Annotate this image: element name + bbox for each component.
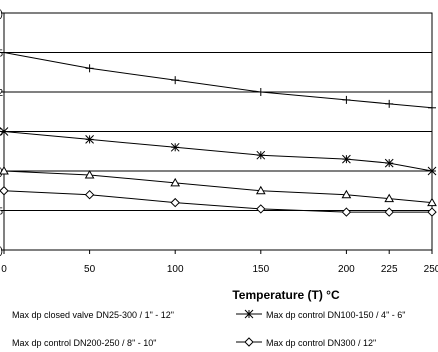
data-point-triangle-marker [170, 177, 181, 187]
data-point-plus-marker [385, 99, 394, 108]
legend-label: Max dp control DN300 / 12" [266, 338, 376, 348]
data-point-star-marker [384, 158, 394, 168]
y-tick-label: 5 [0, 207, 3, 218]
x-tick-label: 50 [84, 264, 96, 275]
x-tick-label: 100 [167, 264, 184, 275]
data-point-star-marker [256, 150, 266, 160]
legend-entry: Max dp control DN200-250 / 8" - 10" [12, 338, 156, 348]
x-tick-label: 200 [338, 264, 355, 275]
data-point-plus-marker [256, 88, 265, 96]
data-point-diamond-marker [384, 207, 394, 217]
x-tick-label: 225 [381, 264, 398, 275]
legend: Max dp closed valve DN25-300 / 1" - 12" M… [12, 309, 405, 348]
data-point-diamond-marker [341, 207, 352, 217]
series-line [3, 170, 433, 204]
data-point-diamond-marker [170, 197, 180, 208]
data-point-star-marker [244, 309, 254, 319]
data-point-triangle-marker [341, 189, 352, 199]
legend-entry: Max dp closed valve DN25-300 / 1" - 12" [12, 310, 174, 320]
legend-label: Max dp closed valve DN25-300 / 1" - 12" [12, 310, 174, 320]
series-diamond [0, 186, 437, 217]
y-tick-label: 2 [0, 88, 3, 99]
series-lines [0, 48, 437, 217]
x-axis-title: Temperature (T) °C [232, 288, 340, 302]
data-point-plus-marker [428, 103, 436, 112]
data-point-star-marker [85, 135, 94, 144]
data-point-triangle-marker [255, 185, 266, 195]
y-tick-label: ) [0, 9, 3, 20]
data-point-diamond-marker [84, 189, 95, 200]
legend-label: Max dp control DN200-250 / 8" - 10" [12, 338, 156, 348]
x-tick-label: 0 [1, 264, 7, 275]
y-tick-label: 5 [0, 128, 3, 139]
series-line [3, 190, 432, 213]
legend-label: Max dp control DN100-150 / 4" - 6" [266, 310, 405, 320]
series-triangle [0, 165, 437, 207]
data-point-star-marker [170, 142, 180, 152]
data-point-plus-marker [171, 76, 180, 85]
series-line [3, 52, 433, 109]
data-point-diamond-marker [256, 204, 266, 214]
gridlines [4, 52, 432, 211]
legend-entry: Max dp control DN100-150 / 4" - 6" [236, 309, 405, 320]
data-point-plus-marker [0, 48, 8, 57]
x-tick-label: 150 [252, 264, 269, 275]
y-tick-label: 5 [0, 49, 3, 60]
data-point-triangle-marker [0, 165, 9, 175]
data-point-star-marker [342, 154, 351, 164]
data-point-star-marker [427, 166, 437, 176]
x-tick-label: 250 [424, 264, 438, 275]
data-point-star-marker [0, 127, 9, 136]
x-axis-ticks: 0 50 100 150 200 225 250 [1, 250, 438, 275]
y-tick-label: ) [0, 246, 3, 257]
data-point-diamond-marker [0, 186, 9, 196]
data-point-triangle-marker [84, 169, 95, 179]
series-plus [0, 48, 436, 112]
legend-entry: Max dp control DN300 / 12" [236, 337, 376, 348]
series-line [3, 131, 433, 172]
data-point-plus-marker [342, 95, 351, 104]
series-star [0, 127, 437, 176]
data-point-diamond-marker [427, 207, 437, 217]
data-point-diamond-marker [244, 337, 254, 347]
data-point-plus-marker [85, 64, 94, 73]
data-point-triangle-marker [384, 193, 395, 203]
data-point-triangle-marker [427, 197, 437, 207]
